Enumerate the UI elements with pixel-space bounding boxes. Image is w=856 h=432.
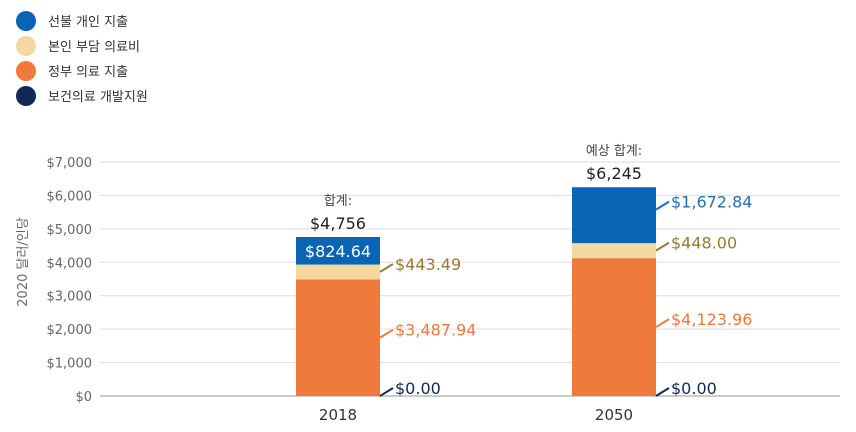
data-label-leader (379, 328, 394, 339)
legend-label-out-of-pocket: 본인 부담 의료비 (48, 40, 140, 55)
legend-item-out-of-pocket: 본인 부담 의료비 (16, 33, 148, 58)
y-tick-label: $4,000 (47, 256, 93, 271)
x-tick-label: 2018 (319, 406, 357, 424)
bar-segment (296, 279, 380, 396)
y-tick-label: $6,000 (47, 189, 93, 204)
data-label: $3,487.94 (395, 321, 476, 340)
data-label-leader (655, 241, 670, 252)
legend-label-government: 정부 의료 지출 (48, 65, 129, 80)
total-caption: 예상 합계: (586, 144, 642, 159)
data-label-leader (655, 387, 670, 397)
data-label-leader (655, 200, 670, 211)
legend-swatch-out-of-pocket (16, 35, 36, 56)
y-tick-label: $2,000 (47, 323, 93, 338)
legend: 선불 개인 지출 본인 부담 의료비 정부 의료 지출 보건의료 개발지원 (16, 8, 148, 108)
total-caption: 합계: (324, 194, 352, 209)
bar-segment (572, 187, 656, 244)
y-tick-label: $7,000 (47, 156, 93, 171)
legend-item-government: 정부 의료 지출 (16, 58, 148, 83)
bar-segment (572, 258, 656, 396)
total-value: $4,756 (310, 214, 366, 233)
totals: 합계: $4,756 예상 합계: $6,245 (310, 144, 642, 233)
y-axis-label: 2020 달러/인당 (16, 217, 31, 306)
y-tick-label: $1,000 (47, 357, 93, 372)
bar-segment (296, 264, 380, 280)
legend-item-development-assistance: 보건의료 개발지원 (16, 83, 148, 108)
x-axis-ticks: 2018 2050 (319, 406, 633, 424)
y-tick-label: $3,000 (47, 290, 93, 305)
bar-segment (296, 237, 380, 265)
data-label-leader (379, 263, 394, 273)
data-label: $1,672.84 (671, 193, 752, 212)
data-label: $4,123.96 (671, 310, 752, 329)
y-tick-label: $0 (75, 390, 92, 405)
bars (296, 187, 656, 396)
legend-label-development-assistance: 보건의료 개발지원 (48, 90, 148, 105)
bar-segment (572, 243, 656, 259)
total-value: $6,245 (586, 164, 642, 183)
gridlines (100, 161, 840, 397)
legend-label-prepaid-private: 선불 개인 지출 (48, 15, 129, 30)
legend-item-prepaid-private: 선불 개인 지출 (16, 8, 148, 33)
data-label: $0.00 (395, 379, 441, 398)
y-axis-ticks: $0 $1,000 $2,000 $3,000 $4,000 $5,000 $6,000 $7… (47, 156, 93, 405)
legend-swatch-government (16, 60, 36, 81)
data-label-leader (379, 387, 394, 397)
x-tick-label: 2050 (595, 406, 633, 424)
data-label: $448.00 (671, 234, 737, 253)
data-label: $0.00 (671, 379, 717, 398)
y-tick-label: $5,000 (47, 223, 93, 238)
legend-swatch-development-assistance (16, 85, 36, 106)
data-label: $824.64 (305, 242, 371, 261)
data-label-leader (655, 318, 670, 328)
data-label: $443.49 (395, 255, 461, 274)
data-labels: $0.00 $3,487.94 $443.49 $824.64 $0.00 $4,123.… (305, 193, 753, 398)
legend-swatch-prepaid-private (16, 10, 36, 31)
